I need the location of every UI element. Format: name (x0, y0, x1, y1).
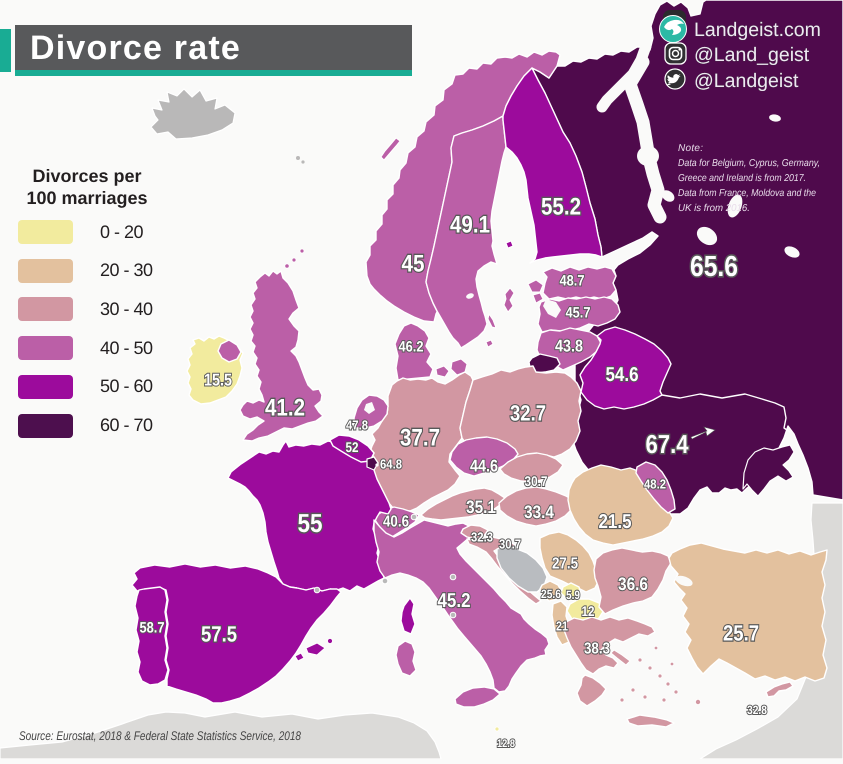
svg-text:Data from France, Moldova and: Data from France, Moldova and the (678, 188, 816, 199)
svg-text:36.6: 36.6 (618, 574, 648, 594)
svg-text:40.6: 40.6 (383, 514, 409, 531)
svg-text:41.2: 41.2 (265, 395, 305, 422)
svg-text:55: 55 (298, 508, 323, 538)
svg-text:UK is from 2016.: UK is from 2016. (678, 203, 750, 214)
svg-text:27.5: 27.5 (552, 556, 578, 573)
svg-text:44.6: 44.6 (470, 457, 498, 476)
svg-text:32.3: 32.3 (471, 530, 493, 545)
svg-text:20 - 30: 20 - 30 (100, 260, 153, 280)
svg-text:55.2: 55.2 (541, 194, 581, 221)
svg-text:47.8: 47.8 (346, 418, 368, 433)
svg-text:25.6: 25.6 (541, 587, 561, 601)
svg-text:54.6: 54.6 (606, 364, 639, 386)
svg-text:Source: Eurostat, 2018 & Feder: Source: Eurostat, 2018 & Federal State S… (19, 729, 301, 743)
svg-text:12.8: 12.8 (497, 738, 515, 750)
svg-text:@Landgeist: @Landgeist (694, 70, 799, 92)
svg-text:Greece and Ireland is from 201: Greece and Ireland is from 2017. (678, 173, 806, 184)
svg-text:Note:: Note: (678, 143, 703, 154)
svg-text:37.7: 37.7 (400, 425, 440, 452)
svg-text:40 - 50: 40 - 50 (100, 338, 153, 358)
svg-text:64.8: 64.8 (380, 457, 402, 472)
svg-text:60 - 70: 60 - 70 (100, 415, 153, 435)
svg-text:43.8: 43.8 (555, 337, 583, 356)
svg-text:Divorce rate: Divorce rate (30, 29, 241, 67)
svg-text:25.7: 25.7 (723, 621, 759, 646)
svg-text:Data for Belgium, Cyprus, Germ: Data for Belgium, Cyprus, Germany, (678, 158, 820, 169)
svg-text:15.5: 15.5 (204, 371, 232, 390)
svg-text:38.3: 38.3 (584, 641, 610, 658)
svg-text:67.4: 67.4 (646, 429, 689, 459)
svg-text:57.5: 57.5 (201, 622, 237, 647)
svg-text:Divorces per: Divorces per (32, 166, 141, 186)
svg-text:48.7: 48.7 (560, 273, 585, 290)
svg-text:45.2: 45.2 (438, 590, 471, 612)
svg-text:48.2: 48.2 (644, 477, 666, 492)
svg-text:65.6: 65.6 (690, 251, 738, 283)
svg-text:30.7: 30.7 (499, 537, 521, 552)
svg-text:5.9: 5.9 (566, 588, 580, 602)
svg-text:Landgeist.com: Landgeist.com (694, 19, 821, 41)
svg-text:52: 52 (346, 439, 359, 455)
svg-text:100 marriages: 100 marriages (26, 188, 147, 208)
svg-text:45.7: 45.7 (566, 305, 591, 322)
svg-text:35.1: 35.1 (466, 497, 496, 517)
svg-text:58.7: 58.7 (140, 620, 165, 637)
svg-text:32.8: 32.8 (747, 703, 767, 717)
svg-text:21: 21 (556, 619, 568, 634)
svg-text:46.2: 46.2 (399, 339, 424, 356)
svg-text:12: 12 (582, 603, 595, 619)
svg-text:30 - 40: 30 - 40 (100, 299, 153, 319)
svg-text:21.5: 21.5 (599, 511, 632, 533)
svg-text:49.1: 49.1 (450, 212, 490, 239)
svg-text:30.7: 30.7 (525, 473, 548, 489)
svg-text:@Land_geist: @Land_geist (694, 44, 810, 66)
svg-text:45: 45 (402, 251, 425, 278)
svg-text:0 - 20: 0 - 20 (100, 222, 144, 242)
svg-text:32.7: 32.7 (510, 401, 546, 426)
svg-text:50 - 60: 50 - 60 (100, 376, 153, 396)
svg-text:33.4: 33.4 (524, 502, 554, 522)
